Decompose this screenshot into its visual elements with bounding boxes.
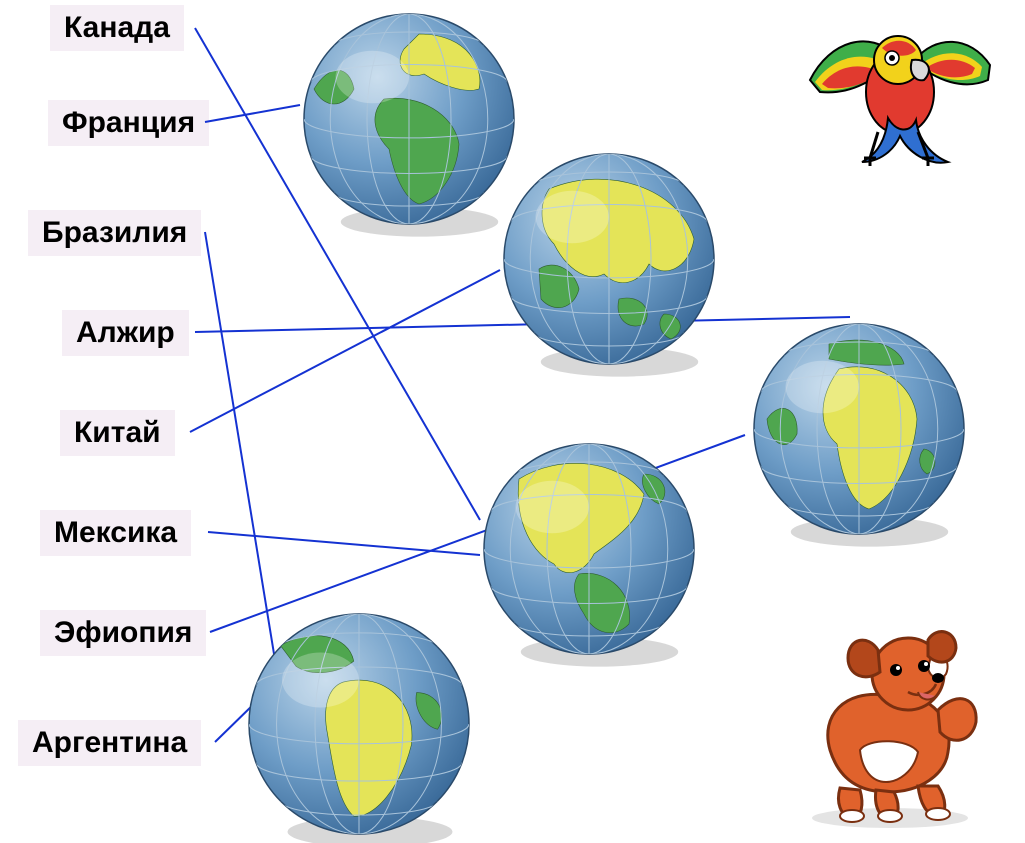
dog-icon	[790, 620, 1000, 835]
label-mexico: Мексика	[40, 510, 191, 556]
line-mexico	[208, 532, 480, 555]
label-canada: Канада	[50, 5, 184, 51]
label-ethiopia: Эфиопия	[40, 610, 206, 656]
label-argentina: Аргентина	[18, 720, 201, 766]
label-brazil: Бразилия	[28, 210, 201, 256]
label-france: Франция	[48, 100, 209, 146]
globe-asia	[489, 139, 729, 384]
globe-s_america	[234, 599, 484, 843]
line-france	[205, 105, 300, 122]
line-brazil	[205, 232, 275, 660]
globe-africa	[739, 309, 979, 554]
matching-diagram: Канада Франция Бразилия Алжир Китай Мексика Эф…	[0, 0, 1025, 843]
label-china: Китай	[60, 410, 175, 456]
line-china	[190, 270, 500, 432]
globe-n_america	[469, 429, 709, 674]
parrot-icon	[800, 10, 1000, 185]
label-algeria: Алжир	[62, 310, 189, 356]
